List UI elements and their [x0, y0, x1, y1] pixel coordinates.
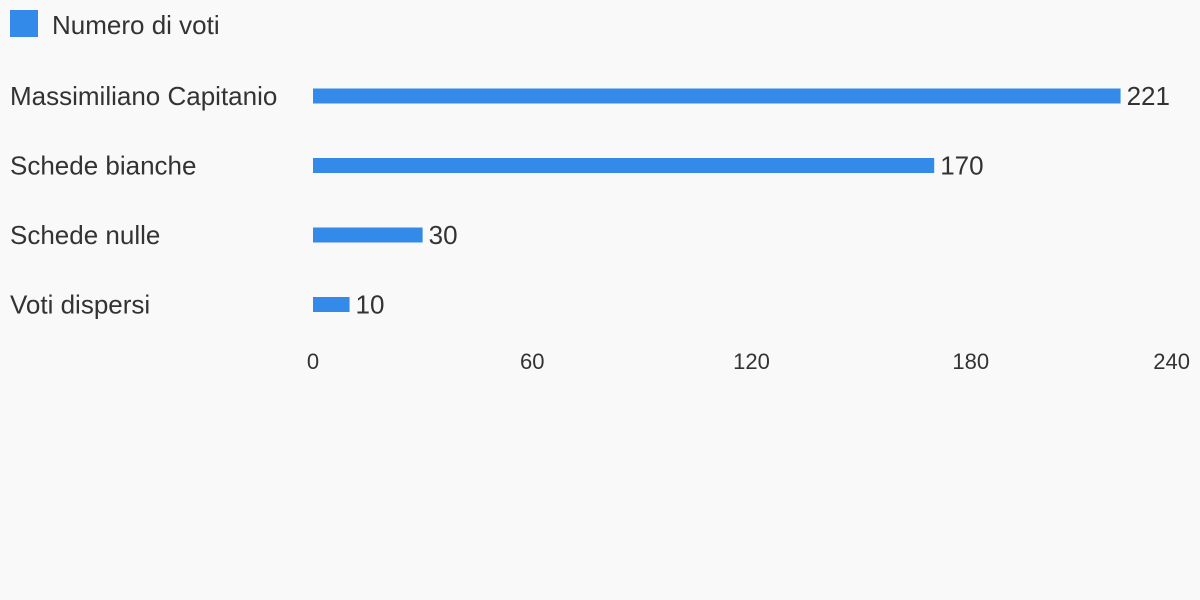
y-tick-label: Massimiliano Capitanio: [10, 81, 277, 111]
y-tick-label: Voti dispersi: [10, 289, 150, 319]
x-tick-label: 120: [733, 349, 770, 374]
bar: [313, 88, 1121, 104]
legend-swatch: [10, 10, 38, 37]
bar: [313, 158, 935, 173]
legend-label: Numero di voti: [52, 10, 220, 40]
value-label: 221: [1127, 81, 1170, 111]
value-label: 10: [356, 289, 385, 319]
y-tick-label: Schede bianche: [10, 150, 196, 180]
bar: [313, 297, 350, 312]
bar: [313, 227, 423, 243]
y-tick-label: Schede nulle: [10, 220, 160, 250]
value-label: 170: [940, 150, 983, 180]
value-label: 30: [429, 220, 458, 250]
x-tick-label: 180: [952, 349, 989, 374]
x-tick-label: 60: [520, 349, 544, 374]
x-tick-label: 240: [1153, 349, 1190, 374]
x-tick-label: 0: [307, 349, 319, 374]
